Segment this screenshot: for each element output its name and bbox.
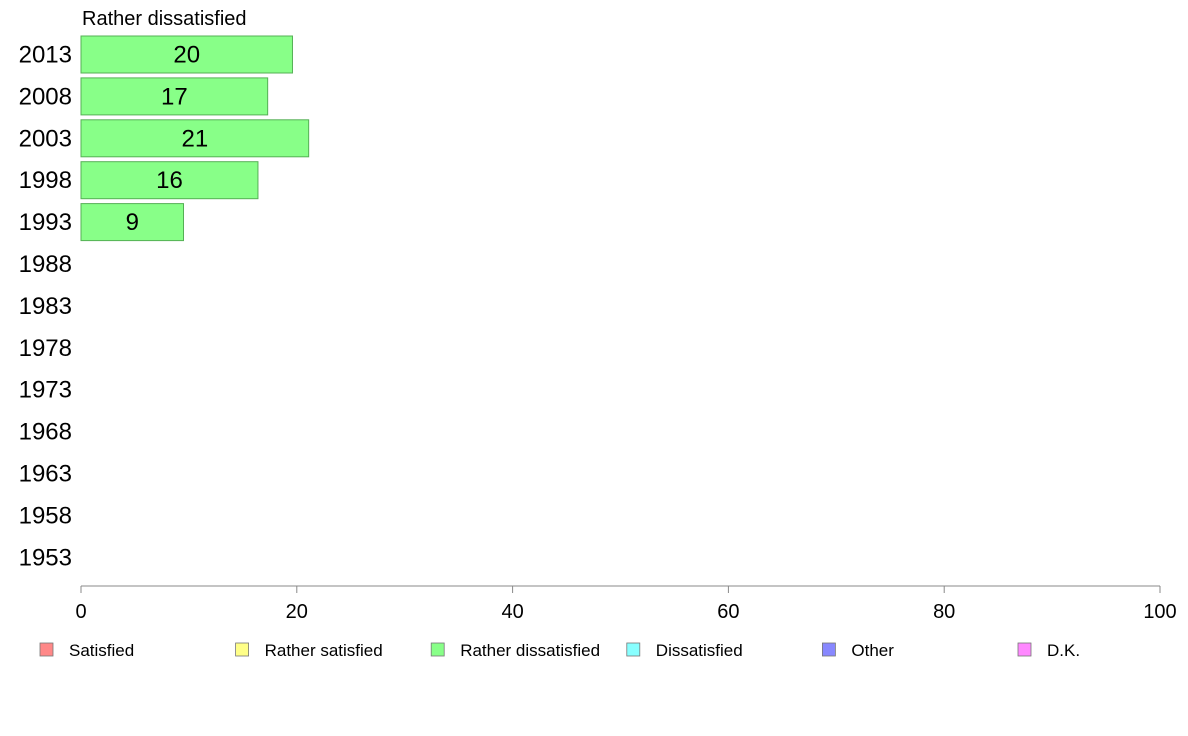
y-tick-label: 2013 — [19, 42, 72, 69]
bar — [80, 77, 269, 116]
legend-swatch — [1017, 642, 1032, 657]
legend-item: Satisfied — [39, 641, 134, 660]
bar — [80, 161, 259, 200]
legend-label: Dissatisfied — [656, 641, 743, 660]
legend-item: Dissatisfied — [626, 641, 743, 660]
legend-item: D.K. — [1017, 641, 1080, 660]
bar — [80, 35, 293, 74]
bar-value-label: 9 — [126, 209, 139, 236]
bar-group: 20 17 21 16 9 — [80, 35, 310, 242]
x-tick-label: 0 — [75, 601, 86, 623]
x-axis: 0 20 40 60 80 100 — [75, 585, 1177, 623]
legend-item: Rather dissatisfied — [430, 641, 600, 660]
bar-value-label: 21 — [181, 125, 208, 152]
legend-label: Rather satisfied — [265, 641, 383, 660]
legend-swatch — [235, 642, 250, 657]
y-tick-label: 1988 — [19, 251, 72, 278]
y-tick-label: 1968 — [19, 419, 72, 446]
bar-value-label: 17 — [161, 83, 188, 110]
bar — [80, 203, 185, 242]
x-tick-label: 20 — [286, 601, 308, 623]
legend-swatch — [822, 642, 836, 657]
legend-swatch — [626, 642, 641, 657]
y-tick-label: 1973 — [19, 377, 72, 404]
y-tick-label: 1983 — [19, 293, 72, 320]
legend: Satisfied Rather satisfied Rather dissatis… — [39, 641, 1080, 660]
y-tick-label: 1993 — [19, 209, 72, 236]
chart-title: Rather dissatisfied — [82, 8, 247, 30]
x-tick-label: 60 — [717, 601, 739, 623]
legend-label: Rather dissatisfied — [460, 641, 600, 660]
legend-item: Other — [822, 641, 894, 660]
y-tick-label: 1963 — [19, 461, 72, 488]
y-tick-label: 1958 — [19, 502, 72, 529]
legend-swatch — [39, 642, 54, 657]
bar-value-label: 20 — [173, 42, 200, 69]
legend-item: Rather satisfied — [235, 641, 383, 660]
x-tick-label: 40 — [501, 601, 523, 623]
legend-label: Other — [851, 641, 894, 660]
bar-value-label: 16 — [156, 167, 183, 194]
x-tick-label: 100 — [1143, 601, 1176, 623]
legend-label: Satisfied — [69, 641, 134, 660]
y-axis: 2013 2008 2003 1998 1993 1988 1983 1978 1973 1968… — [19, 42, 72, 572]
y-tick-label: 1998 — [19, 167, 72, 194]
y-tick-label: 1953 — [19, 544, 72, 571]
y-tick-label: 2008 — [19, 83, 72, 110]
y-tick-label: 1978 — [19, 335, 72, 362]
x-tick-label: 80 — [933, 601, 955, 623]
legend-label: D.K. — [1047, 641, 1080, 660]
bar — [80, 119, 310, 158]
legend-swatch — [430, 642, 445, 657]
y-tick-label: 2003 — [19, 125, 72, 152]
